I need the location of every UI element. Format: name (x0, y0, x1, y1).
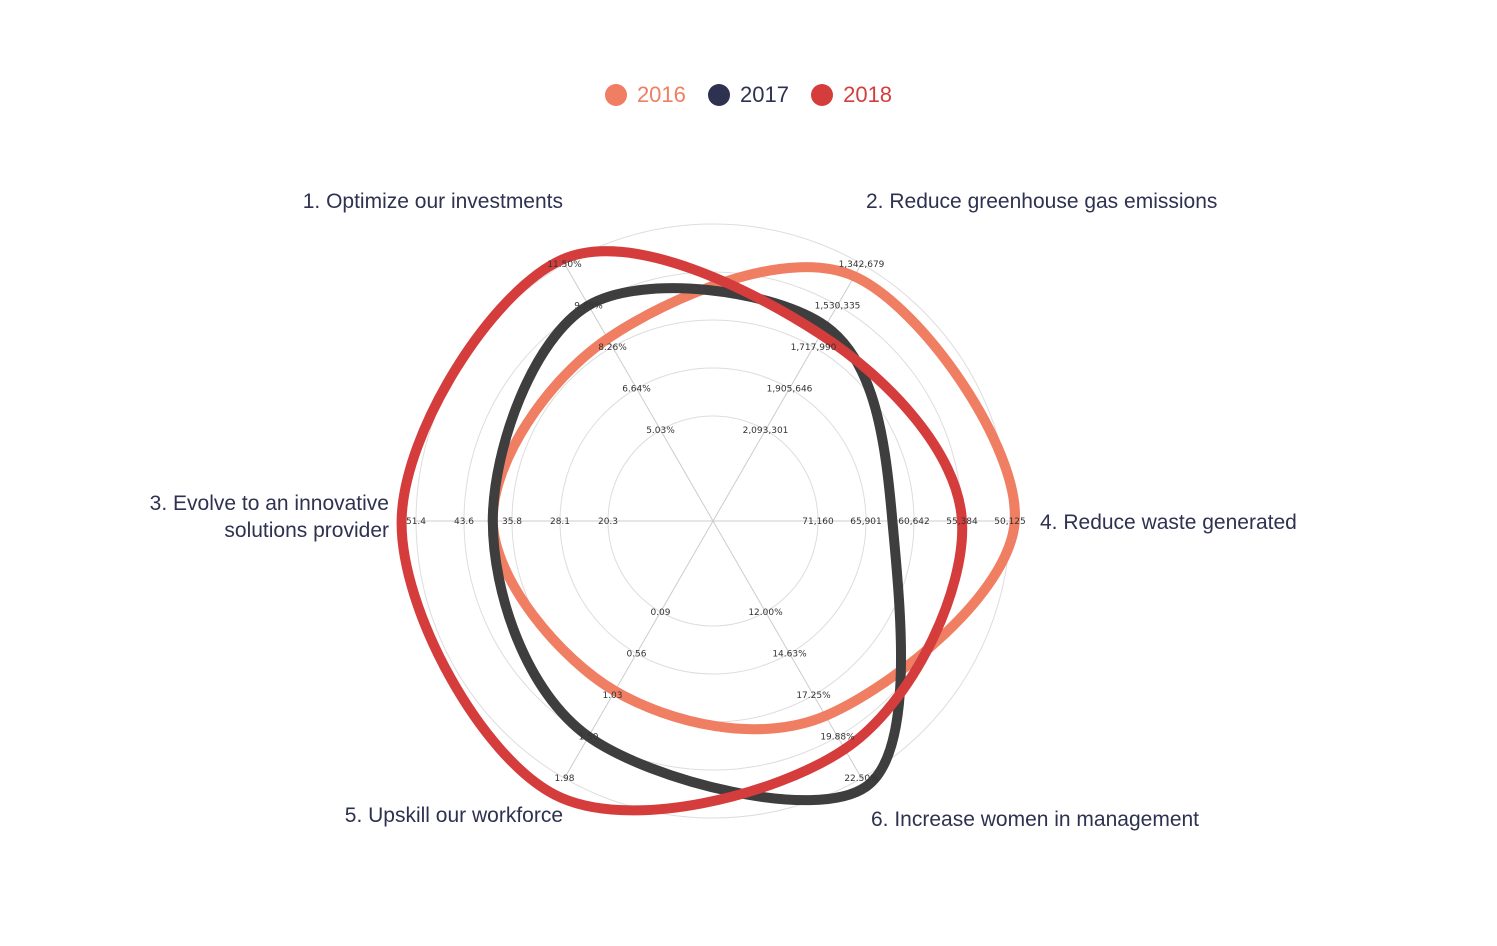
tick-label-axis1-3: 8.26% (598, 343, 627, 353)
tick-label-axis6-2: 28.1 (550, 517, 570, 527)
tick-label-axis4-4: 19.88% (820, 733, 855, 743)
tick-label-axis3-2: 65,901 (850, 517, 882, 527)
tick-label-axis6-4: 43.6 (454, 517, 474, 527)
tick-label-axis3-3: 60,642 (898, 517, 930, 527)
tick-label-axis1-2: 6.64% (622, 385, 651, 395)
tick-label-axis6-1: 20.3 (598, 517, 618, 527)
series-line-2016 (487, 262, 1020, 735)
tick-label-axis4-5: 22.50% (844, 774, 879, 784)
tick-label-axis2-4: 1,530,335 (815, 301, 861, 311)
tick-label-axis5-4: 1.50 (578, 733, 598, 743)
tick-label-axis2-5: 1,342,679 (839, 260, 885, 270)
series-line-2018 (396, 246, 968, 816)
legend-label-2016: 2016 (636, 82, 686, 107)
tick-label-axis2-1: 2,093,301 (743, 426, 789, 436)
axis-title-6: 3. Evolve to an innovative solutions prov… (150, 492, 389, 542)
axis-title-2: 2. Reduce greenhouse gas emissions (866, 190, 1217, 213)
tick-label-axis3-1: 71,160 (802, 517, 834, 527)
tick-label-axis3-5: 50,125 (994, 517, 1026, 527)
legend-swatch-2018 (811, 84, 834, 106)
spoke-2 (712, 263, 862, 522)
legend-swatch-2016 (604, 84, 627, 106)
legend-item-2016[interactable]: 2016 (604, 82, 686, 108)
legend-swatch-2017 (708, 84, 731, 106)
tick-label-axis4-3: 17.25% (796, 691, 831, 701)
tick-label-axis5-3: 1.03 (602, 691, 622, 701)
axis-title-1: 1. Optimize our investments (303, 190, 563, 213)
tick-label-axis2-2: 1,905,646 (767, 385, 813, 395)
tick-label-axis3-4: 55,384 (946, 517, 978, 527)
spoke-4 (712, 520, 862, 779)
axis-title-5: 5. Upskill our workforce (345, 804, 563, 827)
legend-label-2018: 2018 (843, 82, 893, 107)
tick-label-axis1-4: 9.88% (574, 301, 603, 311)
tick-label-axis5-5: 1.98 (554, 774, 574, 784)
tick-label-axis1-1: 5.03% (646, 426, 675, 436)
tick-label-axis4-2: 14.63% (772, 650, 807, 660)
legend-item-2017[interactable]: 2017 (708, 82, 789, 108)
tick-label-axis2-3: 1,717,990 (791, 343, 837, 353)
tick-label-axis4-1: 12.00% (748, 608, 783, 618)
tick-label-axis5-1: 0.09 (650, 608, 670, 618)
tick-label-axis1-5: 11.50% (547, 260, 582, 270)
tick-label-axis6-3: 35.8 (502, 517, 522, 527)
tick-label-axis5-2: 0.56 (626, 650, 646, 660)
legend: 2016 2017 2018 (0, 82, 1497, 108)
axis-title-3: 4. Reduce waste generated (1040, 511, 1297, 534)
tick-label-axis6-5: 51.4 (406, 517, 426, 527)
series-line-2017 (487, 283, 907, 806)
axis-title-4: 6. Increase women in management (871, 808, 1199, 831)
legend-label-2017: 2017 (740, 82, 789, 107)
legend-item-2018[interactable]: 2018 (811, 82, 892, 108)
